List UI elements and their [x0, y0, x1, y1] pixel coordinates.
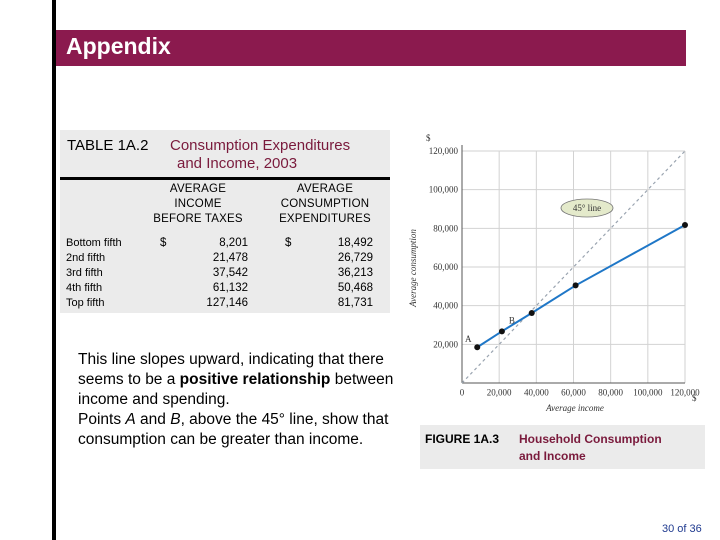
table-rule	[60, 177, 390, 180]
column-header-line: BEFORE TAXES	[153, 213, 243, 225]
paragraph-1: This line slopes upward, indicating that…	[78, 350, 398, 410]
table-cell: 37,542	[212, 267, 248, 279]
figure-title: Household Consumption and Income	[519, 431, 662, 465]
data-table-panel: TABLE 1A.2 Consumption Expenditures and I…	[60, 130, 390, 313]
text-emphasis: positive relationship	[179, 371, 331, 388]
data-point	[572, 282, 579, 289]
text-run: This line slopes upward, indicating that…	[78, 351, 384, 388]
table-cell: 8,201	[219, 237, 248, 249]
figure-title-line1: Household Consumption	[519, 432, 662, 446]
table-title: TABLE 1A.2 Consumption Expenditures and I…	[67, 137, 350, 173]
data-point	[474, 344, 481, 351]
table-cell: 61,132	[212, 282, 248, 294]
row-label: 3rd fifth	[66, 267, 103, 279]
column-header-line: EXPENDITURES	[279, 213, 371, 225]
x-tick-label: 100,000	[633, 387, 663, 397]
column-header-line: AVERAGE	[169, 183, 227, 195]
paragraph-2: Points A and B, above the 45° line, show…	[78, 410, 398, 450]
figure-title-line2: and Income	[519, 449, 586, 463]
consumption-chart: 0 20,000 40,000 60,000 80,000 100,000 120,000 2…	[400, 128, 700, 418]
column-header-consumption: AVERAGE CONSUMPTION EXPENDITURES	[265, 182, 385, 227]
row-label: Bottom fifth	[66, 237, 122, 249]
y-axis-title: Average consumption	[408, 229, 418, 308]
y-unit-label: $	[426, 133, 431, 143]
y-tick-label: 60,000	[433, 262, 458, 272]
x-tick-label: 120,000	[670, 387, 700, 397]
currency-symbol: $	[160, 237, 167, 249]
y-tick-label: 120,000	[429, 146, 459, 156]
figure-caption: FIGURE 1A.3 Household Consumption and In…	[420, 425, 705, 469]
table-title-line1: Consumption Expenditures	[170, 137, 351, 154]
income-values: $8,201 21,478 37,542 61,132 127,146	[160, 236, 248, 311]
table-cell: 21,478	[212, 252, 248, 264]
point-label: B	[509, 315, 515, 325]
page-number: 30 of 36	[662, 523, 702, 535]
text-run: , above the 45° line, show that consumpt…	[78, 411, 389, 448]
series-line	[476, 224, 686, 349]
table-cell: 36,213	[337, 267, 373, 279]
x-tick-label: 80,000	[598, 387, 623, 397]
x-tick-label: 40,000	[524, 387, 549, 397]
table-cell: 127,146	[206, 297, 248, 309]
table-number: TABLE 1A.2	[67, 137, 149, 154]
y-tick-label: 100,000	[429, 185, 459, 195]
currency-symbol: $	[285, 237, 292, 249]
explanation-text: This line slopes upward, indicating that…	[78, 350, 398, 450]
chart-svg: 0 20,000 40,000 60,000 80,000 100,000 120,000 2…	[408, 133, 700, 413]
consumption-values: $18,492 26,729 36,213 50,468 81,731	[285, 236, 373, 311]
figure-number: FIGURE 1A.3	[425, 432, 500, 446]
table-cell: 50,468	[337, 282, 373, 294]
row-label: 2nd fifth	[66, 252, 106, 264]
table-cell: 18,492	[337, 237, 373, 249]
row-label: 4th fifth	[66, 282, 103, 294]
reference-callout-bubble	[560, 198, 614, 218]
x-unit-label: $	[692, 393, 697, 403]
table-cell: 81,731	[337, 297, 373, 309]
row-label: Top fifth	[66, 297, 105, 309]
column-header-line: INCOME	[174, 198, 222, 210]
x-axis-title: Average income	[545, 403, 604, 413]
row-labels: Bottom fifth 2nd fifth 3rd fifth 4th fif…	[66, 236, 122, 311]
x-tick-label: 20,000	[487, 387, 512, 397]
text-run: between income and spending.	[78, 371, 394, 408]
y-tick-label: 40,000	[433, 301, 458, 311]
text-italic: A	[125, 411, 136, 428]
text-run: Points	[78, 411, 126, 428]
y-tick-label: 80,000	[433, 223, 458, 233]
table-cell: 26,729	[337, 252, 373, 264]
data-point	[498, 328, 505, 335]
reference-callout-label: 45° line	[573, 203, 601, 213]
x-tick-label: 0	[460, 387, 465, 397]
text-run: and	[135, 411, 171, 428]
header-bar: Appendix	[56, 30, 686, 66]
column-header-line: AVERAGE	[296, 183, 354, 195]
column-header-income: AVERAGE INCOME BEFORE TAXES	[138, 182, 258, 227]
table-title-line2: and Income, 2003	[177, 155, 298, 172]
point-label: A	[465, 334, 472, 344]
column-header-line: CONSUMPTION	[280, 198, 370, 210]
data-point	[682, 221, 688, 228]
text-italic: B	[170, 411, 181, 428]
data-point	[528, 309, 535, 316]
y-tick-label: 20,000	[433, 339, 458, 349]
slide-title: Appendix	[66, 33, 171, 59]
left-margin-rule	[52, 0, 56, 540]
x-tick-label: 60,000	[561, 387, 586, 397]
